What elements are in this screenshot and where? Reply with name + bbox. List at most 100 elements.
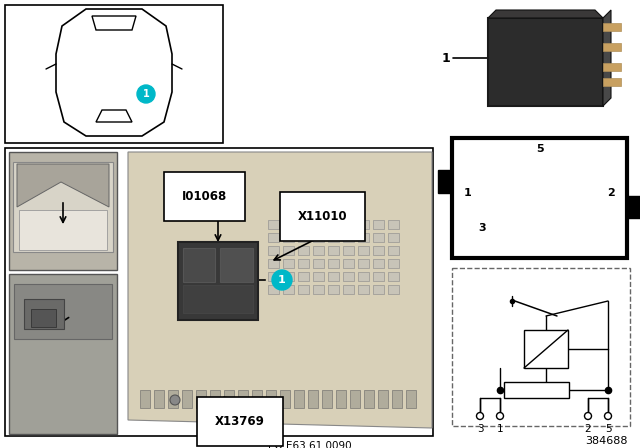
Bar [183,248,215,282]
Bar [328,285,339,294]
Bar [298,285,309,294]
Circle shape [584,413,591,419]
Bar [388,285,399,294]
Bar [313,259,324,268]
Text: 1: 1 [464,188,472,198]
Bar [343,259,354,268]
Text: 1: 1 [143,89,149,99]
Bar [154,390,164,408]
Bar [343,220,354,229]
Bar [283,259,294,268]
Bar [328,220,339,229]
Text: 3: 3 [477,424,483,434]
Bar [328,233,339,242]
Bar [373,233,384,242]
Bar [452,268,630,426]
Bar [313,272,324,281]
Bar [294,390,304,408]
Bar [5,5,223,143]
Text: 5: 5 [536,144,544,154]
Text: 2: 2 [607,188,615,198]
Bar [196,390,206,408]
Circle shape [272,270,292,290]
Bar [283,285,294,294]
Bar [358,272,369,281]
Bar [280,390,290,408]
Circle shape [497,413,504,419]
Bar [308,390,318,408]
Bar [343,272,354,281]
Polygon shape [488,10,603,18]
Bar [283,233,294,242]
Bar [313,233,324,242]
Bar [358,259,369,268]
Bar [364,390,374,408]
Bar [388,220,399,229]
Bar [373,220,384,229]
Bar [283,272,294,281]
Bar [373,259,384,268]
Bar [268,272,279,281]
Bar [268,285,279,294]
Bar [210,390,220,408]
Bar [406,390,416,408]
Bar [373,272,384,281]
Bar [322,390,332,408]
Bar [182,390,192,408]
Bar [168,390,178,408]
Bar [140,390,150,408]
Text: 1: 1 [497,424,503,434]
Bar [328,246,339,255]
Text: 1: 1 [441,52,450,65]
Bar [178,242,258,320]
Bar [452,138,627,258]
Bar [283,220,294,229]
Bar [603,43,621,51]
Bar [9,274,117,434]
Bar [268,259,279,268]
Bar [298,220,309,229]
Bar [603,63,621,71]
Bar [298,272,309,281]
Text: X13769: X13769 [215,415,265,428]
Bar [328,272,339,281]
Bar [238,390,248,408]
Bar [343,246,354,255]
Polygon shape [627,196,640,218]
Bar [9,152,117,270]
Bar [220,248,253,282]
Bar [313,285,324,294]
Bar [19,210,107,250]
Circle shape [170,395,180,405]
Bar [388,272,399,281]
Bar [336,390,346,408]
Bar [31,309,56,327]
Bar [524,330,568,368]
Bar [252,390,262,408]
Bar [298,246,309,255]
Bar [24,299,64,329]
Bar [313,246,324,255]
Bar [343,285,354,294]
Bar [392,390,402,408]
Bar [388,233,399,242]
Bar [603,23,621,31]
Bar [266,390,276,408]
Text: X11010: X11010 [298,210,348,223]
Polygon shape [13,162,113,252]
Bar [183,285,253,313]
Text: EO E63 61 0090: EO E63 61 0090 [268,441,352,448]
Polygon shape [128,152,432,428]
Bar [298,259,309,268]
Bar [358,285,369,294]
Bar [268,233,279,242]
Circle shape [605,413,611,419]
Bar [373,285,384,294]
Bar [313,220,324,229]
Bar [358,220,369,229]
Bar [388,246,399,255]
Bar [504,382,569,398]
Bar [5,148,433,436]
Bar [343,233,354,242]
Text: 3: 3 [478,223,486,233]
